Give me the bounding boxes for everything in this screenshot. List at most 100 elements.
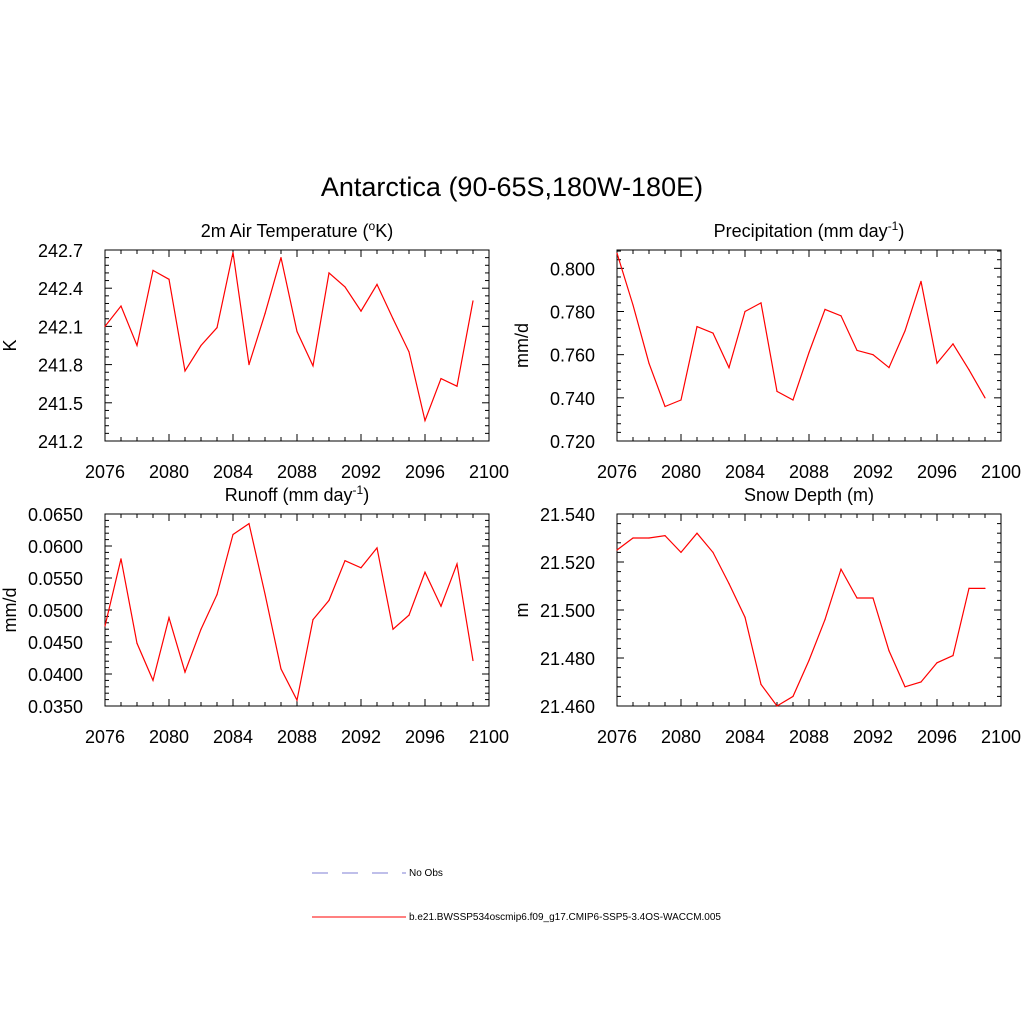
- figure-title: Antarctica (90-65S,180W-180E): [321, 172, 703, 202]
- data-point: [264, 313, 266, 315]
- data-point: [744, 310, 746, 313]
- data-point: [680, 399, 682, 401]
- data-point: [696, 326, 698, 328]
- data-point: [936, 362, 938, 364]
- y-tick-label: 241.5: [38, 394, 83, 414]
- data-point: [776, 390, 778, 392]
- y-tick-label: 0.0500: [28, 601, 83, 621]
- y-axis-label: K: [0, 339, 20, 351]
- x-tick-label: 2076: [597, 727, 637, 747]
- data-point: [696, 532, 698, 534]
- panel-2: Precipitation (mm day-1) mm/d 2076 2080 2084…: [512, 219, 1021, 482]
- data-point: [136, 344, 138, 347]
- data-point: [920, 280, 922, 282]
- plot-frame: [104, 513, 490, 707]
- data-point: [904, 330, 906, 332]
- data-point: [872, 354, 874, 356]
- x-tick-label: 2088: [789, 727, 829, 747]
- data-point: [872, 597, 874, 599]
- data-point: [936, 662, 938, 664]
- x-tick-label: 2084: [725, 462, 765, 482]
- data-point: [344, 286, 346, 288]
- data-point: [840, 568, 842, 570]
- x-tick-label: 2076: [597, 462, 637, 482]
- data-point: [216, 327, 218, 329]
- x-tick-label: 2096: [917, 727, 957, 747]
- y-tick-label: 0.0450: [28, 633, 83, 653]
- x-tick-label: 2080: [149, 462, 189, 482]
- y-tick-label: 21.540: [540, 505, 595, 525]
- series-line: [616, 532, 985, 707]
- data-point: [296, 699, 298, 701]
- data-point: [168, 617, 170, 619]
- y-axis-label: mm/d: [512, 323, 532, 368]
- data-point: [328, 599, 330, 602]
- y-tick-label: 0.760: [550, 346, 595, 366]
- data-point: [408, 351, 410, 353]
- series-line: [104, 252, 474, 423]
- plot-frame: [616, 249, 1002, 442]
- panel-title: Snow Depth (m): [744, 485, 874, 505]
- data-point: [632, 537, 634, 539]
- data-point: [952, 655, 954, 657]
- x-tick-label: 2092: [341, 462, 381, 482]
- x-tick-label: 2100: [469, 727, 509, 747]
- y-axis-label: mm/d: [0, 588, 20, 633]
- data-point: [248, 364, 250, 366]
- data-point: [824, 308, 826, 310]
- panel-title: Precipitation (mm day-1): [714, 219, 905, 241]
- data-point: [888, 367, 890, 369]
- data-point: [120, 558, 122, 560]
- x-tick-label: 2080: [661, 727, 701, 747]
- y-tick-label: 21.460: [540, 697, 595, 717]
- x-tick-label: 2088: [277, 462, 317, 482]
- panels: 2m Air Temperature (oK) K 2076 2080 2084 2088…: [0, 219, 1021, 747]
- data-point: [792, 399, 794, 401]
- data-point: [344, 560, 346, 562]
- data-point: [648, 362, 650, 364]
- data-point: [680, 551, 682, 554]
- data-point: [616, 252, 618, 254]
- data-point: [248, 523, 250, 525]
- data-point: [104, 325, 106, 327]
- data-point: [264, 593, 266, 595]
- data-point: [424, 420, 426, 422]
- x-tick-label: 2096: [405, 727, 445, 747]
- data-point: [808, 659, 810, 662]
- data-point: [904, 686, 906, 688]
- data-point: [760, 302, 762, 304]
- data-point: [664, 405, 666, 408]
- data-point: [712, 551, 714, 554]
- data-point: [472, 300, 474, 302]
- x-tick-label: 2076: [85, 462, 125, 482]
- data-point: [968, 587, 970, 590]
- panel-3: Runoff (mm day-1) mm/d 2076 2080 2084 2088 209…: [0, 483, 509, 747]
- data-point: [648, 537, 650, 539]
- y-tick-label: 242.1: [38, 317, 83, 337]
- y-tick-label: 0.0650: [28, 505, 83, 525]
- data-point: [888, 650, 890, 652]
- data-point: [152, 269, 154, 271]
- legend-model-label: b.e21.BWSSP534oscmip6.f09_g17.CMIP6-SSP5…: [409, 912, 721, 923]
- x-tick-label: 2080: [149, 727, 189, 747]
- data-point: [824, 619, 826, 621]
- data-point: [440, 605, 442, 607]
- data-point: [120, 305, 122, 307]
- data-point: [360, 567, 362, 569]
- data-point: [232, 533, 234, 536]
- data-point: [184, 370, 186, 372]
- plot-frame: [104, 249, 490, 442]
- y-tick-label: 21.480: [540, 649, 595, 669]
- y-tick-label: 241.8: [38, 356, 83, 376]
- x-tick-label: 2084: [213, 727, 253, 747]
- panel-1: 2m Air Temperature (oK) K 2076 2080 2084 2088…: [0, 219, 509, 482]
- data-point: [920, 681, 922, 683]
- data-point: [792, 695, 794, 698]
- x-tick-label: 2084: [213, 462, 253, 482]
- plot-frame: [616, 513, 1002, 707]
- panel-title: Runoff (mm day-1): [225, 483, 369, 505]
- data-point: [840, 315, 842, 317]
- data-point: [456, 563, 458, 565]
- data-point: [216, 594, 218, 596]
